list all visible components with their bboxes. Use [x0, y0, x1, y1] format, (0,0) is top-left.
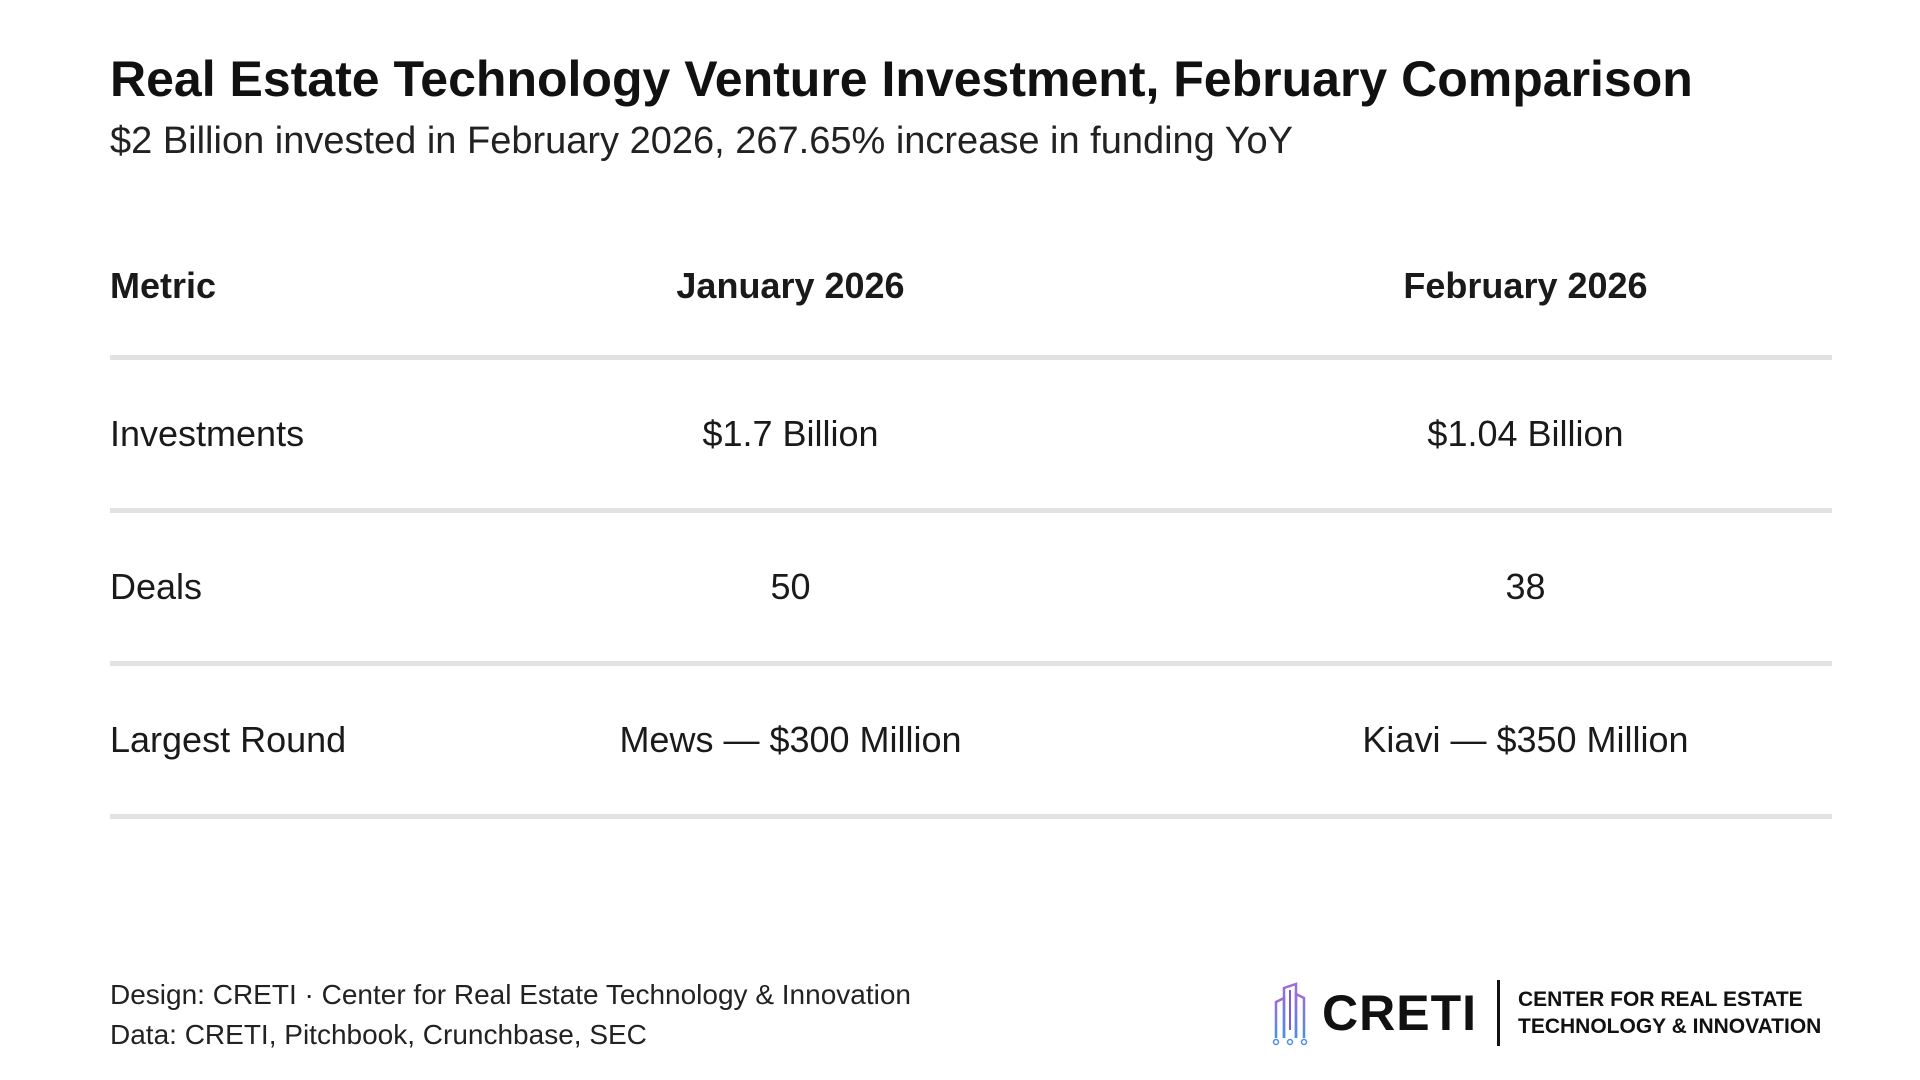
building-circuit-icon: [1272, 982, 1308, 1046]
cell-largest-round-february: Kiavi — $350 Million: [1362, 719, 1689, 760]
comparison-table: Metric January 2026 February 2026 Invest…: [110, 225, 1832, 819]
logo-divider: [1497, 980, 1500, 1046]
row-label-largest-round: Largest Round: [110, 719, 347, 760]
cell-deals-january: 50: [770, 566, 811, 607]
row-label-investments: Investments: [110, 413, 305, 454]
row-label-deals: Deals: [110, 566, 203, 607]
logo-tagline: CENTER FOR REAL ESTATE TECHNOLOGY & INNO…: [1518, 986, 1821, 1040]
table-row-investments: Investments $1.7 Billion $1.04 Billion: [110, 360, 1832, 513]
footer-design-credit: Design: CRETI · Center for Real Estate T…: [110, 979, 911, 1010]
cell-investments-february: $1.04 Billion: [1427, 413, 1624, 454]
column-header-february: February 2026: [1403, 265, 1648, 306]
table-row-largest-round: Largest Round Mews — $300 Million Kiavi …: [110, 666, 1832, 819]
cell-investments-january: $1.7 Billion: [702, 413, 879, 454]
logo-tagline-line2: TECHNOLOGY & INNOVATION: [1518, 1015, 1822, 1038]
chart-title: Real Estate Technology Venture Investmen…: [110, 51, 1693, 107]
table-header-row: Metric January 2026 February 2026: [110, 225, 1832, 360]
footer-data-source: Data: CRETI, Pitchbook, Crunchbase, SEC: [110, 1019, 647, 1050]
column-header-metric: Metric: [110, 265, 217, 306]
table-row-deals: Deals 50 38: [110, 513, 1832, 666]
cell-deals-february: 38: [1505, 566, 1546, 607]
footer-credits: Design: CRETI · Center for Real Estate T…: [110, 975, 911, 1055]
chart-subtitle: $2 Billion invested in February 2026, 26…: [110, 120, 1294, 162]
logo-wordmark: CRETI: [1322, 985, 1477, 1041]
cell-largest-round-january: Mews — $300 Million: [619, 719, 962, 760]
logo-tagline-line1: CENTER FOR REAL ESTATE: [1518, 988, 1803, 1011]
column-header-january: January 2026: [676, 265, 905, 306]
creti-logo: CRETI CENTER FOR REAL ESTATE TECHNOLOGY …: [1270, 978, 1821, 1048]
